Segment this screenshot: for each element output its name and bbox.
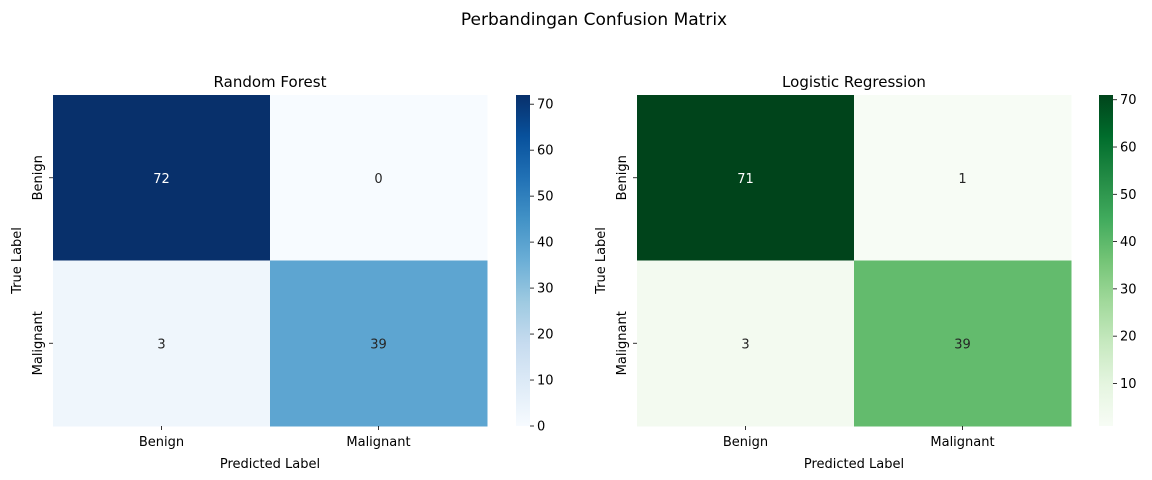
x-tick-label: Benign (139, 435, 184, 450)
y-axis-label: True Label (10, 227, 25, 295)
colorbar-tick-label: 10 (537, 374, 554, 389)
x-axis-label: Predicted Label (220, 457, 320, 472)
y-axis-label: True Label (594, 227, 609, 295)
colorbar-tick-label: 40 (537, 236, 554, 251)
x-tick-label: Benign (723, 435, 768, 450)
colorbar-tick-label: 20 (537, 328, 554, 343)
heatmap-cell (637, 260, 855, 427)
heatmap-cell (854, 260, 1072, 427)
colorbar-tick-label: 10 (1120, 377, 1137, 392)
cell-value-label: 0 (374, 172, 382, 187)
colorbar-tick-label: 50 (1120, 188, 1137, 203)
colorbar-tick-label: 30 (1120, 282, 1137, 297)
heatmap-panel-2: Logistic Regression 71 1 3 39 Benign Malignant… (594, 73, 1137, 472)
cell-value-label: 3 (157, 337, 165, 352)
colorbar-tick-label: 30 (537, 282, 554, 297)
y-tick-label: Benign (31, 155, 46, 200)
colorbar (1099, 95, 1113, 426)
cell-value-label: 39 (370, 337, 387, 352)
cell-value-label: 3 (741, 337, 749, 352)
figure-suptitle: Perbandingan Confusion Matrix (461, 10, 727, 30)
cell-value-label: 72 (153, 172, 170, 187)
heatmap-cell (270, 260, 488, 427)
x-axis-label: Predicted Label (804, 457, 904, 472)
y-tick-label: Benign (615, 155, 630, 200)
x-tick-label: Malignant (930, 435, 994, 450)
heatmap-cell (854, 95, 1072, 261)
colorbar-tick-label: 20 (1120, 330, 1137, 345)
colorbar-tick-label: 50 (537, 190, 554, 205)
heatmap-cell (270, 95, 488, 261)
cell-value-label: 39 (954, 337, 971, 352)
colorbar-tick-label: 60 (1120, 141, 1137, 156)
y-tick-label: Malignant (31, 311, 46, 375)
chart-title: Random Forest (214, 73, 327, 91)
x-tick-label: Malignant (346, 435, 410, 450)
cell-value-label: 1 (958, 172, 966, 187)
y-tick-label: Malignant (615, 311, 630, 375)
cell-value-label: 71 (737, 172, 754, 187)
colorbar-tick-label: 70 (1120, 93, 1137, 108)
heatmap-cell (53, 95, 271, 261)
colorbar-tick-label: 0 (537, 420, 545, 435)
colorbar-tick-label: 70 (537, 98, 554, 113)
colorbar-tick-label: 60 (537, 144, 554, 159)
heatmap-cell (637, 95, 855, 261)
colorbar (516, 95, 530, 426)
heatmap-cell (53, 260, 271, 427)
heatmap-panel-1: Random Forest 72 0 3 39 Benign Malignant Predic… (10, 73, 554, 472)
colorbar-tick-label: 40 (1120, 235, 1137, 250)
chart-title: Logistic Regression (782, 73, 926, 91)
